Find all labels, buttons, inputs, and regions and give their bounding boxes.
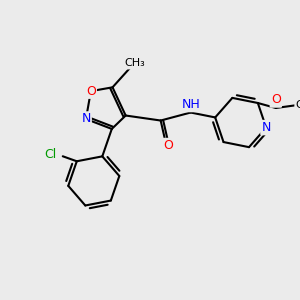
Text: N: N [262, 121, 271, 134]
Text: O: O [164, 139, 174, 152]
Text: O: O [86, 85, 96, 98]
Text: Cl: Cl [45, 148, 57, 161]
Text: NH: NH [181, 98, 200, 111]
Text: CH₃: CH₃ [296, 100, 300, 110]
Text: CH₃: CH₃ [124, 58, 145, 68]
Text: N: N [81, 112, 91, 125]
Text: O: O [271, 94, 281, 106]
